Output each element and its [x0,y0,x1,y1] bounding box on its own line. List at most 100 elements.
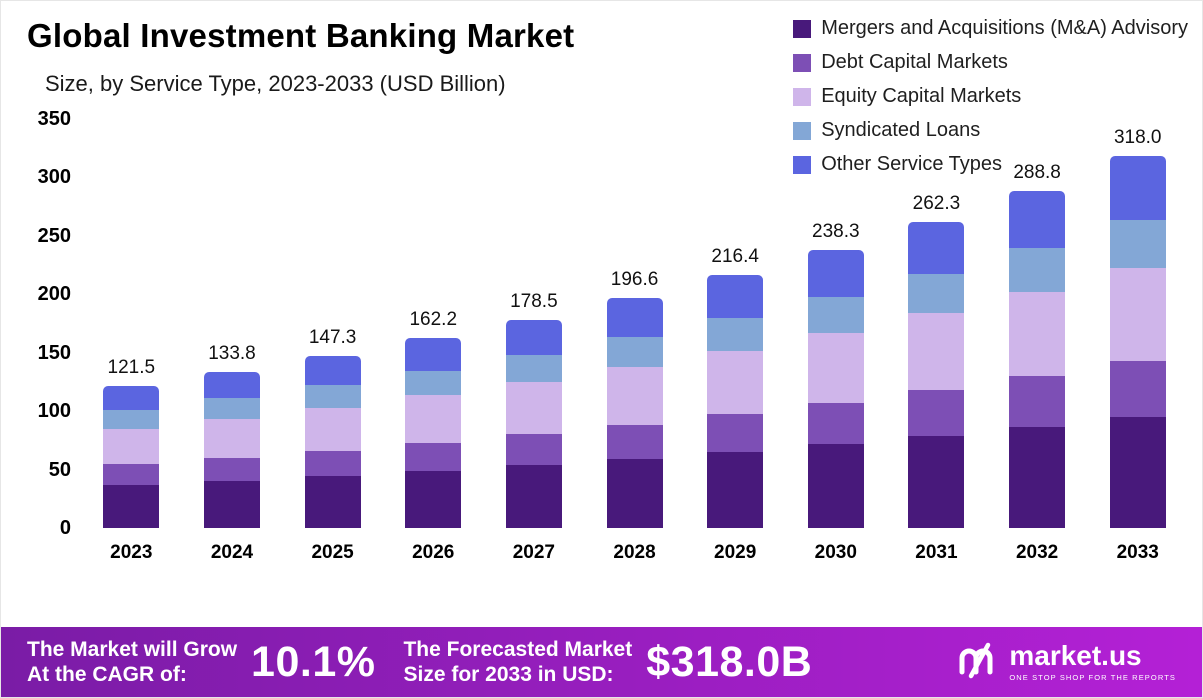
stacked-bar [1009,190,1066,528]
bar-segment [1109,360,1166,417]
bar-total-label: 162.2 [409,309,458,331]
legend-item: Debt Capital Markets [793,51,1188,74]
bar-column: 262.3 [886,119,987,528]
bar-segment [606,337,663,368]
bar-total-label: 262.3 [912,192,961,214]
y-axis: 350 300 250 200 150 100 50 0 [23,108,81,539]
x-axis-label: 2030 [814,542,857,563]
bar-segment [807,296,864,334]
bar-column: 216.4 [685,119,786,528]
chart-legend: Mergers and Acquisitions (M&A) Advisory D… [793,17,1188,176]
bar-segment [505,465,562,528]
legend-item: Syndicated Loans [793,119,1188,142]
legend-label: Equity Capital Markets [821,85,1022,107]
x-axis-label: 2029 [714,542,757,563]
bar-segment [203,371,260,399]
y-axis-tick: 250 [37,224,71,247]
bar-segment [405,370,462,396]
bar-segment [908,436,965,528]
bar-column: 162.2 [383,119,484,528]
bar-segment [103,385,160,411]
bar-segment [1009,190,1066,249]
bar-column: 238.3 [785,119,886,528]
bar-segment [103,428,160,465]
bar-segment [707,275,764,319]
bar-segment [908,273,965,314]
brand-text: market.us ONE STOP SHOP FOR THE REPORTS [1009,642,1176,682]
bar-segment [908,221,965,274]
bar-segment [405,442,462,472]
stacked-bar [103,385,160,528]
y-axis-tick: 200 [37,283,71,306]
plot: 121.5 133.8 147.3 162.2 178.5 196.6 216.4 238.3… [81,119,1188,528]
stacked-bar [606,298,663,528]
y-axis-tick: 300 [37,166,71,189]
bar-segment [405,395,462,443]
bar-segment [505,319,562,355]
legend-swatch [793,87,812,106]
bar-total-label: 216.4 [711,246,759,268]
bar-segment [304,476,361,528]
bar-segment [203,398,260,419]
bar-segment [1109,156,1166,220]
market-us-logo-icon [955,638,999,687]
bar-total-label: 196.6 [610,269,659,291]
legend-swatch [793,19,812,38]
cagr-value: 10.1% [251,637,376,686]
bar-total-label: 178.5 [510,290,558,312]
x-axis-label: 2033 [1116,542,1159,563]
bar-segment [203,457,260,482]
chart-subtitle: Size, by Service Type, 2023-2033 (USD Bi… [45,71,506,96]
y-axis-tick: 100 [37,400,71,423]
forecast-label-line1: The Forecasted Market [403,637,633,661]
forecast-label: The Forecasted Market Size for 2033 in U… [403,637,632,687]
bar-column: 318.0 [1087,119,1188,528]
bar-total-label: 288.8 [1013,161,1061,183]
bar-segment [1109,267,1166,361]
bar-segment [1009,376,1066,427]
bar-segment [203,481,260,528]
legend-label: Other Service Types [821,153,1003,175]
stacked-bar [203,371,260,528]
bar-segment [606,459,663,528]
y-axis-tick: 150 [37,341,71,364]
x-axis: 2023 2024 2025 2026 2027 2028 2029 2030 2031 2032… [81,542,1188,564]
y-axis-tick: 50 [48,458,71,481]
bar-segment [1009,248,1066,292]
bar-total-label: 238.3 [812,220,860,242]
bar-segment [908,313,965,391]
bottom-banner: The Market will Grow At the CAGR of: 10.… [1,627,1202,697]
bar-segment [807,444,864,528]
bar-segment [1009,291,1066,377]
stacked-bar [707,275,764,528]
bar-segment [1009,426,1066,528]
bar-segment [707,452,764,528]
x-axis-label: 2024 [210,542,254,563]
bar-segment [606,298,663,338]
bar-segment [203,418,260,458]
stacked-bar [304,356,361,528]
bar-segment [505,434,562,466]
stacked-bar [505,319,562,528]
x-axis-label: 2028 [613,542,656,563]
stacked-bar [1109,156,1166,528]
legend-label: Debt Capital Markets [821,51,1008,73]
y-axis-tick: 0 [59,517,71,539]
bar-segment [1109,219,1166,268]
x-axis-label: 2031 [915,542,958,563]
x-axis-label: 2023 [110,542,153,563]
bar-segment [505,382,562,435]
bar-total-label: 147.3 [308,327,357,349]
x-axis-label: 2026 [412,542,455,563]
stacked-bar [807,249,864,528]
bar-segment [103,410,160,429]
bar-column: 288.8 [987,119,1088,528]
x-axis-label: 2027 [512,542,556,563]
legend-swatch [793,53,812,72]
bar-segment [606,424,663,460]
legend-swatch [793,121,812,140]
chart-area: 350 300 250 200 150 100 50 0 121.5 133.8 147.3 162… [23,108,1188,564]
bar-segment [707,414,764,453]
cagr-label-line1: The Market will Grow [27,637,238,661]
bar-segment [505,354,562,383]
